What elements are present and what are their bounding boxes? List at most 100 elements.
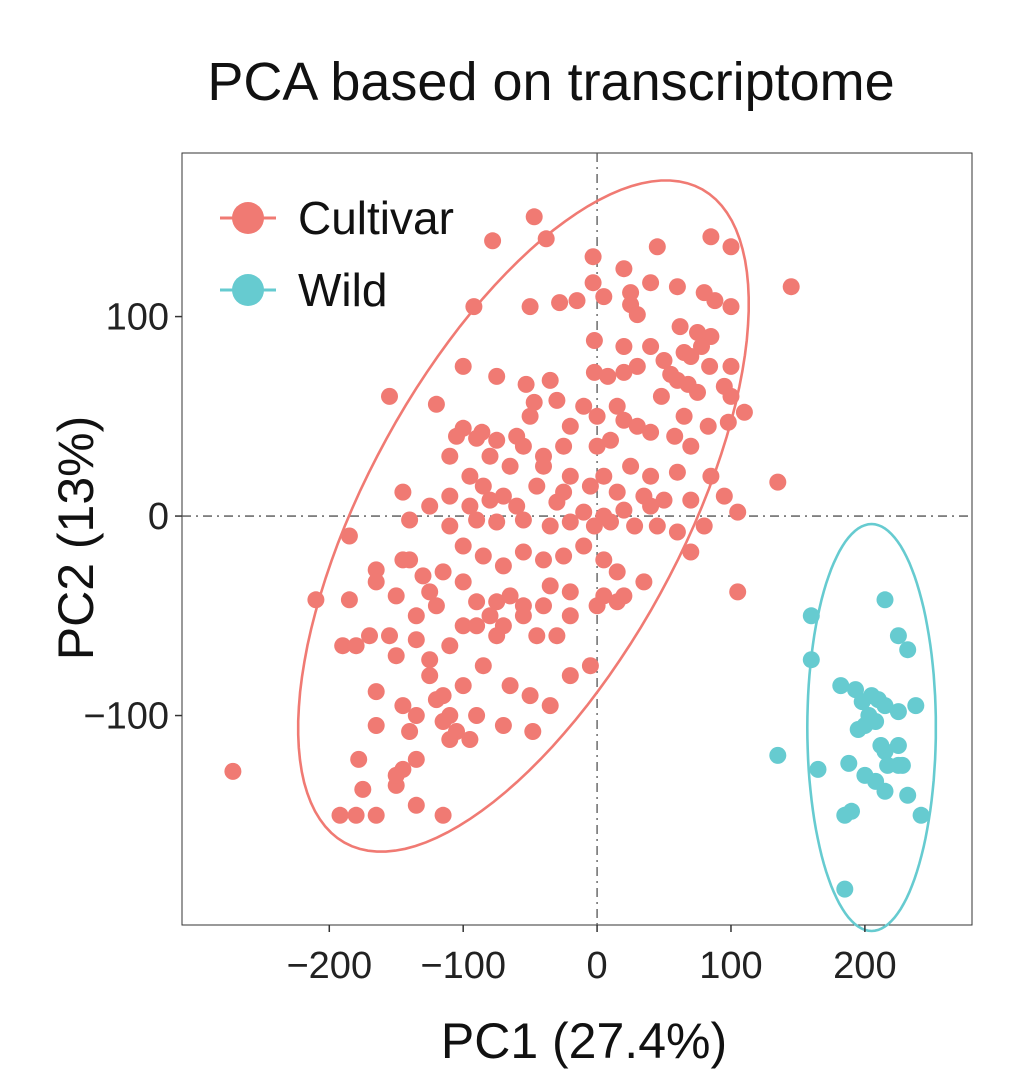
cultivar-point bbox=[454, 677, 472, 695]
cultivar-point bbox=[468, 511, 486, 529]
cultivar-point bbox=[561, 467, 579, 485]
cultivar-point bbox=[701, 357, 719, 375]
cultivar-point bbox=[394, 697, 412, 715]
cultivar-point bbox=[622, 457, 640, 475]
cultivar-point bbox=[581, 477, 599, 495]
cultivar-point bbox=[501, 677, 519, 695]
cultivar-point bbox=[541, 577, 559, 595]
wild-point bbox=[876, 591, 894, 609]
cultivar-point bbox=[468, 593, 486, 611]
cultivar-point bbox=[642, 423, 660, 441]
cultivar-point bbox=[628, 306, 646, 324]
cultivar-point bbox=[535, 457, 552, 475]
cultivar-point bbox=[474, 477, 492, 495]
cultivar-point bbox=[521, 407, 539, 425]
y-tick-label: 100 bbox=[106, 297, 169, 339]
cultivar-point bbox=[735, 403, 753, 421]
cultivar-point bbox=[474, 547, 492, 565]
cultivar-point bbox=[488, 513, 506, 531]
cultivar-point bbox=[575, 537, 593, 555]
cultivar-point bbox=[387, 587, 405, 605]
cultivar-point bbox=[468, 617, 486, 635]
cultivar-point bbox=[615, 587, 633, 605]
cultivar-point bbox=[461, 497, 479, 515]
cultivar-point bbox=[525, 208, 543, 226]
cultivar-point bbox=[331, 806, 349, 824]
cultivar-point bbox=[514, 607, 532, 625]
cultivar-point bbox=[595, 288, 613, 306]
cultivar-point bbox=[514, 511, 532, 529]
cultivar-point bbox=[481, 447, 499, 465]
wild-point bbox=[876, 782, 894, 800]
wild-point bbox=[879, 756, 897, 774]
wild-point bbox=[802, 651, 820, 669]
x-axis-title: PC1 (27.4%) bbox=[441, 1013, 727, 1069]
cultivar-point bbox=[381, 627, 398, 645]
cultivar-point bbox=[465, 298, 483, 316]
cultivar-point bbox=[514, 437, 532, 455]
chart-title: PCA based on transcriptome bbox=[207, 52, 894, 112]
cultivar-point bbox=[575, 397, 593, 415]
cultivar-point bbox=[561, 417, 579, 435]
cultivar-point bbox=[675, 407, 693, 425]
cultivar-point bbox=[599, 367, 617, 385]
cultivar-point bbox=[224, 762, 242, 780]
cultivar-point bbox=[551, 294, 569, 312]
cultivar-point bbox=[427, 597, 445, 615]
cultivar-point bbox=[367, 806, 385, 824]
cultivar-point bbox=[401, 723, 419, 740]
cultivar-point bbox=[434, 713, 452, 730]
wild-point bbox=[872, 737, 890, 754]
cultivar-point bbox=[682, 491, 700, 509]
cultivar-point bbox=[635, 573, 653, 591]
cultivar-point bbox=[441, 637, 459, 655]
cultivar-point bbox=[468, 429, 486, 447]
cultivar-point bbox=[441, 517, 459, 535]
cultivar-point bbox=[468, 707, 486, 724]
cultivar-point bbox=[642, 497, 660, 515]
cultivar-point bbox=[521, 298, 539, 316]
cultivar-point bbox=[541, 697, 559, 715]
cultivar-point bbox=[454, 537, 472, 555]
wild-point bbox=[836, 880, 854, 898]
cultivar-point bbox=[367, 561, 385, 579]
cultivar-point bbox=[729, 503, 747, 521]
cultivar-point bbox=[407, 750, 425, 768]
cultivar-point bbox=[642, 338, 660, 355]
legend: Cultivar Wild bbox=[220, 192, 454, 316]
cultivar-point bbox=[666, 427, 684, 445]
cultivar-point bbox=[699, 417, 717, 435]
wild-point bbox=[832, 677, 850, 695]
cultivar-point bbox=[407, 631, 425, 649]
cultivar-point bbox=[608, 483, 626, 501]
cultivar-point bbox=[350, 750, 368, 768]
cultivar-point bbox=[474, 657, 492, 675]
cultivar-point bbox=[524, 723, 542, 740]
cultivar-point bbox=[535, 597, 552, 615]
wild-point bbox=[836, 806, 854, 824]
y-tick-label: 0 bbox=[148, 496, 169, 538]
cultivar-point bbox=[454, 573, 472, 591]
cultivar-point bbox=[782, 278, 800, 296]
cultivar-point bbox=[608, 397, 626, 415]
cultivar-point bbox=[367, 717, 385, 734]
cultivar-point bbox=[769, 473, 787, 491]
cultivar-point bbox=[548, 493, 566, 511]
wild-point bbox=[809, 760, 827, 778]
cultivar-point bbox=[501, 457, 519, 475]
y-tick-label: −100 bbox=[83, 696, 169, 738]
wild-point bbox=[899, 641, 917, 659]
cultivar-point bbox=[361, 627, 378, 645]
cultivar-point bbox=[682, 348, 700, 365]
cultivar-point bbox=[689, 324, 706, 341]
cultivar-point bbox=[528, 477, 546, 495]
cultivar-point bbox=[695, 517, 713, 535]
cultivar-point bbox=[407, 607, 425, 625]
cultivar-point bbox=[615, 338, 633, 355]
cultivar-point bbox=[427, 395, 445, 413]
cultivar-point bbox=[655, 352, 673, 369]
cultivar-point bbox=[584, 248, 602, 266]
wild-point bbox=[907, 697, 925, 715]
cultivar-point bbox=[354, 780, 372, 798]
